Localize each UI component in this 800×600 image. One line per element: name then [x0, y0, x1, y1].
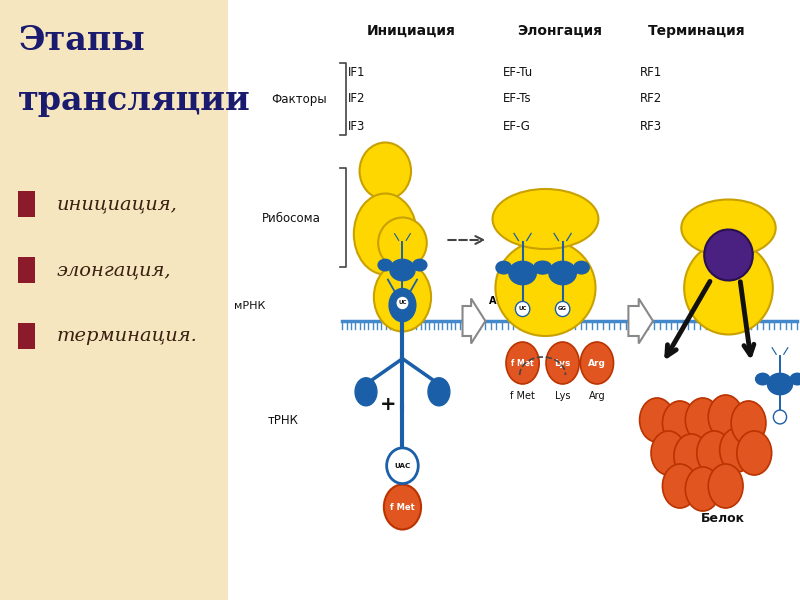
- Ellipse shape: [378, 259, 392, 271]
- Ellipse shape: [639, 398, 674, 442]
- Text: GG: GG: [558, 307, 567, 311]
- Text: IF3: IF3: [348, 119, 366, 133]
- Text: терминация.: терминация.: [57, 327, 198, 345]
- Ellipse shape: [384, 485, 421, 529]
- Text: A A A C G C: A A A C G C: [530, 297, 583, 306]
- Ellipse shape: [495, 240, 595, 336]
- Text: Инициация: Инициация: [366, 24, 455, 38]
- Text: Lys: Lys: [554, 358, 571, 367]
- Text: Lys: Lys: [555, 391, 570, 401]
- Text: +: +: [380, 296, 397, 316]
- Text: Этапы: Этапы: [18, 24, 145, 57]
- Ellipse shape: [555, 301, 570, 317]
- Ellipse shape: [413, 259, 427, 271]
- Ellipse shape: [708, 464, 743, 508]
- Text: RF3: RF3: [640, 119, 662, 133]
- Text: Arg: Arg: [588, 358, 606, 367]
- Ellipse shape: [697, 431, 732, 475]
- Ellipse shape: [662, 401, 698, 445]
- Ellipse shape: [536, 261, 551, 274]
- Text: Элонгация: Элонгация: [518, 24, 602, 38]
- Ellipse shape: [767, 373, 793, 395]
- Text: мРНК: мРНК: [234, 301, 265, 311]
- Ellipse shape: [674, 434, 709, 478]
- Ellipse shape: [737, 431, 772, 475]
- Text: f Met: f Met: [511, 358, 534, 367]
- Ellipse shape: [354, 193, 417, 275]
- Text: UC: UC: [398, 301, 406, 305]
- Ellipse shape: [355, 378, 377, 406]
- Bar: [18, 257, 34, 283]
- Text: Терминация: Терминация: [648, 24, 746, 38]
- Text: EF-G: EF-G: [502, 119, 530, 133]
- Ellipse shape: [720, 428, 754, 472]
- Ellipse shape: [493, 189, 598, 249]
- Text: Белок: Белок: [701, 512, 745, 526]
- Text: IF2: IF2: [348, 92, 366, 106]
- Text: RF1: RF1: [640, 65, 662, 79]
- Text: +: +: [380, 395, 397, 415]
- Ellipse shape: [790, 373, 800, 385]
- Ellipse shape: [534, 261, 549, 274]
- Ellipse shape: [682, 199, 776, 257]
- Ellipse shape: [396, 296, 409, 310]
- Ellipse shape: [389, 289, 416, 322]
- Ellipse shape: [684, 241, 773, 335]
- Text: трансляции: трансляции: [18, 84, 251, 117]
- Text: Рибосома: Рибосома: [262, 212, 321, 226]
- Text: A U G: A U G: [382, 296, 412, 306]
- Ellipse shape: [774, 410, 786, 424]
- Ellipse shape: [580, 342, 614, 384]
- Ellipse shape: [509, 262, 536, 284]
- Ellipse shape: [428, 378, 450, 406]
- Ellipse shape: [390, 259, 415, 281]
- Text: Arg: Arg: [589, 391, 606, 401]
- Text: U A A: U A A: [697, 296, 726, 306]
- FancyArrow shape: [462, 298, 486, 343]
- Ellipse shape: [731, 401, 766, 445]
- Ellipse shape: [546, 342, 579, 384]
- Ellipse shape: [708, 395, 743, 439]
- Text: EF-Tu: EF-Tu: [502, 65, 533, 79]
- Ellipse shape: [686, 467, 720, 511]
- Text: f Met: f Met: [390, 503, 415, 511]
- Text: RF2: RF2: [640, 92, 662, 106]
- Ellipse shape: [496, 261, 511, 274]
- Text: IF1: IF1: [348, 65, 366, 79]
- Bar: [18, 323, 34, 349]
- Ellipse shape: [755, 373, 770, 385]
- Ellipse shape: [549, 262, 576, 284]
- Text: EF-Ts: EF-Ts: [502, 92, 531, 106]
- FancyArrow shape: [629, 298, 653, 343]
- Ellipse shape: [662, 464, 698, 508]
- Ellipse shape: [506, 342, 539, 384]
- Text: инициация,: инициация,: [57, 195, 178, 213]
- Ellipse shape: [651, 431, 686, 475]
- Ellipse shape: [386, 448, 418, 484]
- Ellipse shape: [378, 217, 426, 268]
- Text: A U G: A U G: [490, 296, 519, 306]
- Ellipse shape: [686, 398, 720, 442]
- Text: Факторы: Факторы: [271, 92, 326, 106]
- Ellipse shape: [359, 142, 411, 199]
- Ellipse shape: [515, 301, 530, 317]
- Bar: [18, 191, 34, 217]
- Text: элонгация,: элонгация,: [57, 261, 172, 279]
- Text: UC: UC: [518, 307, 527, 311]
- Text: тРНК: тРНК: [268, 413, 299, 427]
- Text: f Met: f Met: [510, 391, 535, 401]
- Text: UAC: UAC: [394, 463, 410, 469]
- Ellipse shape: [374, 263, 431, 331]
- Ellipse shape: [704, 230, 753, 280]
- Ellipse shape: [574, 261, 590, 274]
